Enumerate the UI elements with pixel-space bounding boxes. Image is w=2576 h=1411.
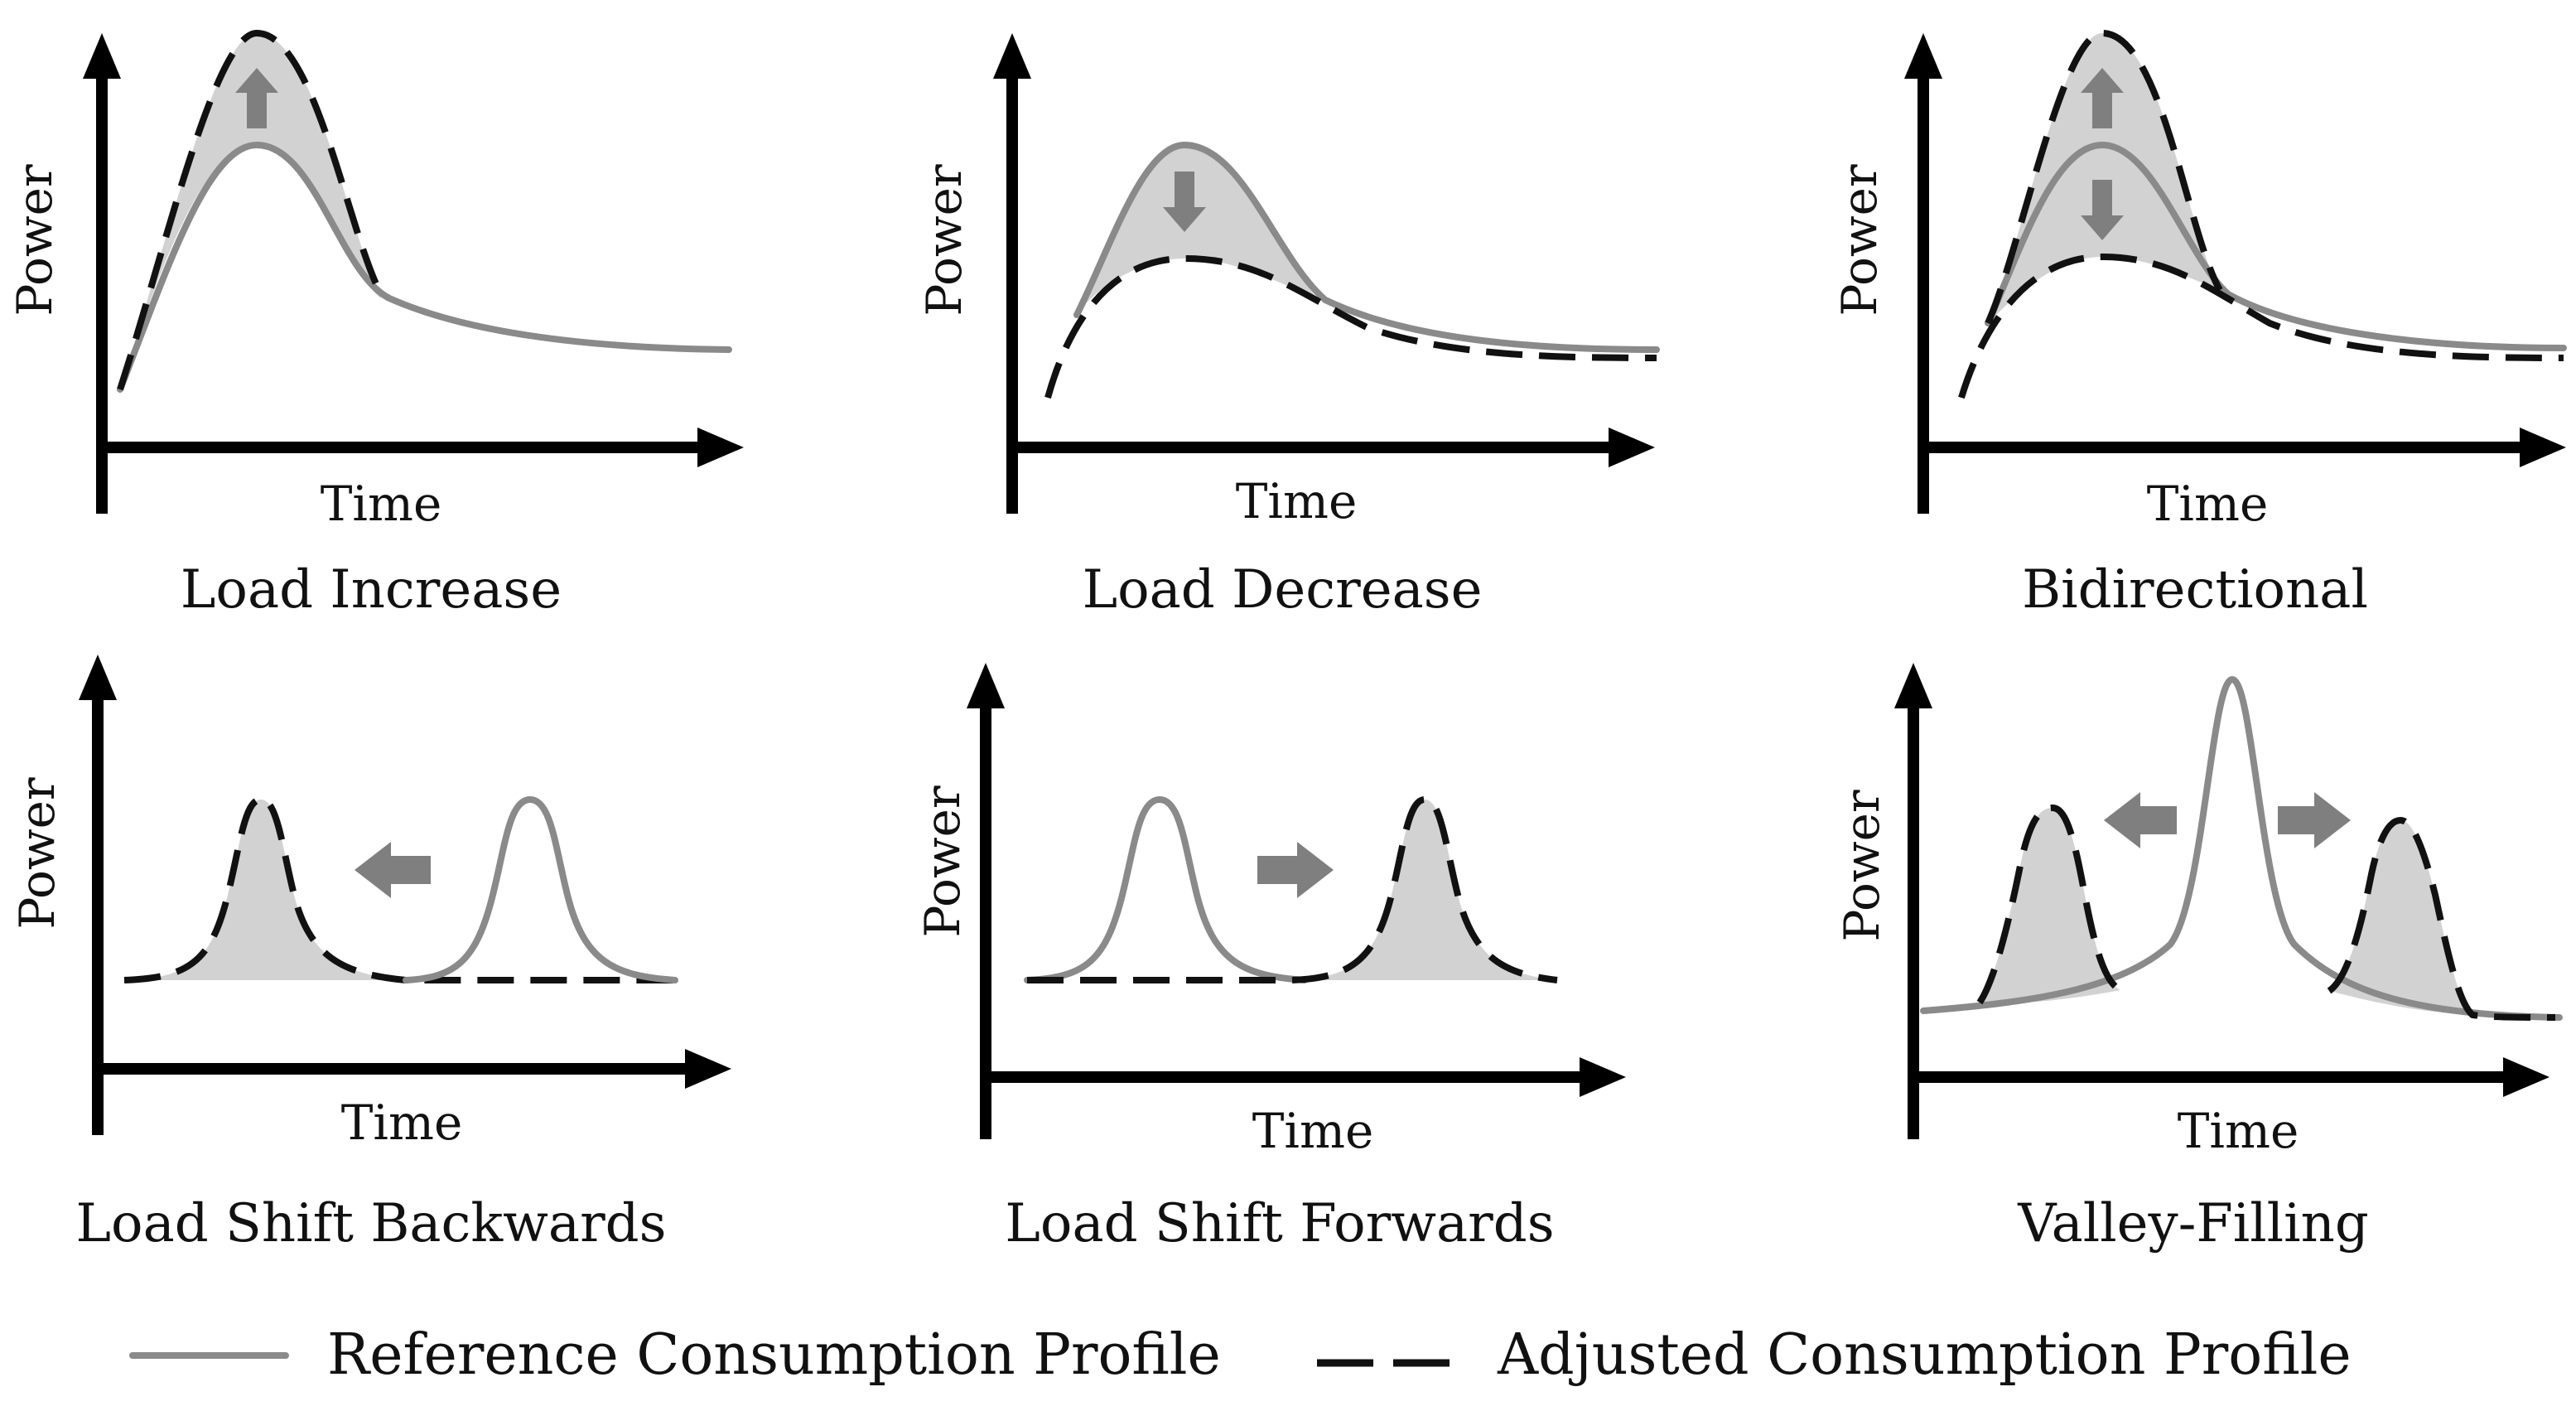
y-axis-arrow-icon: [83, 33, 121, 79]
y-axis-arrow-icon: [1894, 663, 1932, 708]
adjusted-curve-left: [1976, 805, 2123, 1005]
reference-curve: [117, 142, 732, 393]
y-axis-arrow-icon: [1904, 33, 1942, 79]
reference-curve: [1985, 142, 2567, 351]
shifted-load-fill-area: [1292, 800, 1557, 980]
panel-bidirectional: Power Time Bidirectional: [1831, 30, 2567, 621]
panel-title: Load Decrease: [1083, 559, 1483, 621]
adjusted-curve-peak: [1985, 30, 2223, 325]
adjusted-curve: [117, 30, 384, 391]
x-axis-arrow-icon: [1609, 428, 1655, 467]
increase-fill-area: [120, 33, 381, 389]
panel-title: Load Shift Backwards: [76, 1193, 667, 1254]
panel-valley-filling: Power Time Valley-Filling: [1834, 663, 2563, 1254]
shifted-load-fill-area: [124, 800, 406, 980]
panel-load-shift-backwards: Power Time Load Shift Backwards: [9, 655, 731, 1254]
panel-title: Load Increase: [181, 559, 562, 621]
x-axis-label: Time: [2178, 1103, 2299, 1159]
adjusted-curve: [123, 796, 679, 983]
x-axis-label: Time: [321, 476, 442, 532]
legend-adjusted-label: Adjusted Consumption Profile: [1497, 1322, 2352, 1388]
adjusted-curve: [1044, 255, 1657, 399]
left-arrow-icon: [355, 842, 431, 898]
y-axis-label: Power: [1831, 164, 1888, 317]
x-axis-arrow-icon: [2503, 1057, 2549, 1097]
y-axis-arrow-icon: [967, 663, 1005, 708]
legend-reference-label: Reference Consumption Profile: [327, 1322, 1221, 1388]
left-arrow-icon: [2104, 792, 2177, 848]
y-axis-label: Power: [916, 164, 972, 317]
down-arrow-icon: [1163, 172, 1206, 232]
x-axis-arrow-icon: [697, 428, 744, 467]
down-arrow-icon: [2081, 180, 2124, 240]
x-axis-label: Time: [1236, 473, 1358, 529]
legend: Reference Consumption Profile Adjusted C…: [129, 1322, 2352, 1388]
x-axis-arrow-icon: [2520, 428, 2566, 467]
right-valley-fill-area: [2329, 820, 2472, 1015]
y-axis-label: Power: [7, 164, 63, 317]
x-axis-label: Time: [1252, 1103, 1374, 1159]
panel-title: Load Shift Forwards: [1005, 1193, 1554, 1254]
right-arrow-icon: [1257, 842, 1334, 898]
up-arrow-icon: [2081, 68, 2124, 128]
adjusted-curve: [1027, 796, 1558, 983]
left-valley-fill-area: [1980, 808, 2120, 1003]
panel-load-shift-forwards: Power Time Load Shift Forwards: [914, 663, 1626, 1254]
panel-load-increase: Power Time Load Increase: [7, 30, 744, 621]
reference-curve: [403, 796, 678, 983]
x-axis-label: Time: [2147, 476, 2269, 532]
x-axis-label: Time: [341, 1094, 463, 1151]
y-axis-label: Power: [9, 777, 65, 930]
reference-curve: [1024, 796, 1308, 983]
y-axis-label: Power: [1834, 790, 1890, 942]
x-axis-arrow-icon: [685, 1049, 731, 1089]
bidirectional-fill-area: [1988, 33, 2220, 323]
panel-load-decrease: Power Time Load Decrease: [916, 33, 1660, 621]
x-axis-arrow-icon: [1580, 1057, 1626, 1097]
y-axis-label: Power: [914, 785, 971, 938]
right-arrow-icon: [2278, 792, 2351, 848]
y-axis-arrow-icon: [993, 33, 1031, 79]
reference-curve: [1073, 142, 1660, 353]
y-axis-arrow-icon: [79, 655, 117, 700]
up-arrow-icon: [235, 68, 278, 128]
adjusted-curve-valley: [1958, 254, 2564, 399]
adjusted-curve-right: [2327, 817, 2556, 1021]
panel-title: Valley-Filling: [2017, 1193, 2369, 1254]
reference-curve: [1920, 676, 2563, 1021]
panel-title: Bidirectional: [2022, 559, 2368, 621]
